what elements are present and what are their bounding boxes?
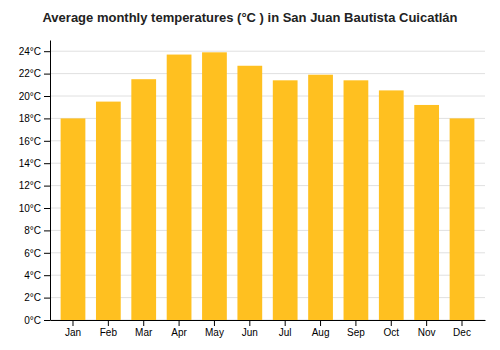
tick: Mar	[135, 320, 153, 338]
bar	[237, 66, 262, 320]
bar	[273, 80, 298, 320]
tick-label: Dec	[453, 327, 471, 338]
tick-label: 12°C	[19, 180, 41, 191]
bars	[61, 52, 475, 320]
tick: Jun	[242, 320, 258, 338]
tick-label: May	[205, 327, 224, 338]
bar	[344, 80, 369, 320]
tick-mark	[44, 118, 50, 119]
tick-mark	[44, 51, 50, 52]
tick: Feb	[100, 320, 118, 338]
tick-label: 24°C	[19, 46, 41, 57]
tick-label: 0°C	[24, 315, 41, 326]
tick-label: 4°C	[24, 270, 41, 281]
tick-mark	[320, 320, 321, 326]
tick-mark	[249, 320, 250, 326]
tick-label: 10°C	[19, 203, 41, 214]
tick-mark	[179, 320, 180, 326]
tick-mark	[44, 96, 50, 97]
tick: 6°C	[24, 248, 50, 259]
tick: 8°C	[24, 225, 50, 236]
tick-mark	[44, 163, 50, 164]
tick: 10°C	[19, 203, 50, 214]
grid	[50, 51, 485, 320]
tick-label: 6°C	[24, 248, 41, 259]
tick-label: 22°C	[19, 68, 41, 79]
tick-label: 8°C	[24, 225, 41, 236]
x-axis: Jan Feb Mar Apr May Jun Jul Aug Sep Oct Nov Dec	[51, 320, 486, 338]
tick-mark	[108, 320, 109, 326]
tick-mark	[355, 320, 356, 326]
tick-mark	[44, 208, 50, 209]
bar	[202, 52, 227, 320]
tick: Oct	[383, 320, 399, 338]
tick-mark	[426, 320, 427, 326]
tick-label: Oct	[383, 327, 399, 338]
bar	[61, 118, 86, 320]
grid-line	[50, 73, 485, 74]
bar	[167, 55, 192, 320]
tick-mark	[44, 186, 50, 187]
axis-line	[50, 41, 51, 321]
tick: Apr	[171, 320, 187, 338]
grid-line	[50, 51, 485, 52]
tick-label: 20°C	[19, 91, 41, 102]
tick-label: Aug	[312, 327, 330, 338]
bar	[96, 102, 121, 320]
tick: Sep	[347, 320, 365, 338]
tick: Nov	[418, 320, 436, 338]
tick-label: 2°C	[24, 292, 41, 303]
tick: 24°C	[19, 46, 50, 57]
tick: 12°C	[19, 180, 50, 191]
bar	[379, 90, 404, 320]
tick: 4°C	[24, 270, 50, 281]
axis-line	[51, 320, 486, 321]
tick-label: Sep	[347, 327, 365, 338]
chart: Jan Feb Mar Apr May Jun Jul Aug Sep Oct Nov Dec 0°C 2…	[0, 0, 500, 350]
tick-mark	[44, 74, 50, 75]
tick: May	[205, 320, 224, 338]
tick: Dec	[453, 320, 471, 338]
tick-label: 18°C	[19, 113, 41, 124]
tick: Aug	[312, 320, 330, 338]
tick-mark	[44, 141, 50, 142]
tick-mark	[44, 275, 50, 276]
tick-label: Jun	[242, 327, 258, 338]
tick: 14°C	[19, 158, 50, 169]
y-axis: 0°C 2°C 4°C 6°C 8°C 10°C 12°C 14°C 16°C 18°C 20°C 2…	[19, 41, 51, 326]
tick: 20°C	[19, 91, 50, 102]
tick-label: Feb	[100, 327, 118, 338]
tick-label: Nov	[418, 327, 436, 338]
tick: Jul	[279, 320, 292, 338]
title: Average monthly temperatures (°C ) in Sa…	[42, 10, 457, 25]
tick: 22°C	[19, 68, 50, 79]
bar	[308, 75, 333, 320]
tick-label: Jan	[65, 327, 81, 338]
tick: Jan	[65, 320, 81, 338]
tick-label: Jul	[279, 327, 292, 338]
tick: 18°C	[19, 113, 50, 124]
tick-mark	[44, 320, 50, 321]
tick-mark	[462, 320, 463, 326]
bar	[414, 105, 439, 320]
bar	[450, 118, 475, 320]
tick-mark	[214, 320, 215, 326]
tick-mark	[72, 320, 73, 326]
tick: 0°C	[24, 315, 50, 326]
tick-mark	[285, 320, 286, 326]
tick: 2°C	[24, 292, 50, 303]
tick-label: Apr	[171, 327, 187, 338]
tick-label: 14°C	[19, 158, 41, 169]
bar	[131, 79, 156, 320]
grid-line	[50, 96, 485, 97]
tick-label: 16°C	[19, 136, 41, 147]
tick-mark	[143, 320, 144, 326]
tick-mark	[44, 298, 50, 299]
tick-mark	[391, 320, 392, 326]
tick-mark	[44, 230, 50, 231]
tick-label: Mar	[135, 327, 153, 338]
tick-mark	[44, 253, 50, 254]
tick: 16°C	[19, 136, 50, 147]
